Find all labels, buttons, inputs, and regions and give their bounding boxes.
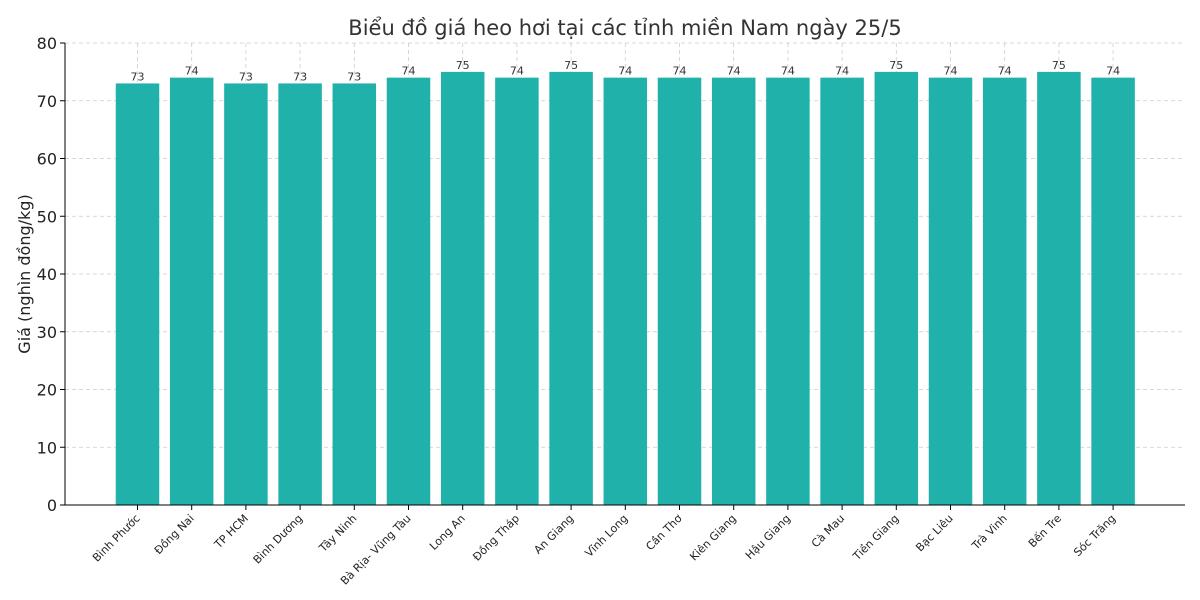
x-tick-label: Đồng Tháp — [470, 512, 522, 564]
data-label: 75 — [564, 59, 578, 72]
chart-title: Biểu đồ giá heo hơi tại các tỉnh miền Na… — [348, 16, 901, 40]
data-label: 74 — [510, 65, 524, 78]
x-tick-label: Hậu Giang — [743, 512, 793, 562]
data-label: 74 — [944, 65, 958, 78]
data-label: 74 — [998, 65, 1012, 78]
x-tick-label: Bình Phước — [90, 512, 143, 565]
data-label: 74 — [618, 65, 632, 78]
y-axis-label: Giá (nghìn đồng/kg) — [15, 194, 34, 353]
x-tick-label: Tây Ninh — [316, 512, 359, 555]
bar — [224, 83, 268, 506]
bar — [1037, 71, 1081, 505]
bar — [820, 77, 864, 506]
x-tick-label: Vĩnh Long — [583, 512, 631, 560]
x-tick-label: Kiên Giang — [687, 512, 738, 563]
bars — [115, 71, 1135, 506]
data-label: 74 — [402, 65, 416, 78]
data-label: 74 — [727, 65, 741, 78]
data-label: 74 — [835, 65, 849, 78]
bar — [766, 77, 810, 506]
x-tick-label: Cà Mau — [809, 512, 847, 550]
bar — [332, 83, 377, 506]
bar — [495, 77, 539, 506]
bar — [603, 77, 648, 506]
y-tick-label: 80 — [37, 34, 57, 53]
x-tick-label: Bến Tre — [1026, 512, 1064, 550]
data-label: 75 — [889, 59, 903, 72]
bar — [657, 77, 702, 506]
data-label: 74 — [673, 65, 687, 78]
axes — [60, 42, 1185, 510]
data-label: 74 — [781, 65, 795, 78]
bar — [386, 77, 431, 506]
x-tick-label: An Giang — [531, 512, 576, 557]
x-tick-label: Đồng Nai — [152, 512, 197, 557]
y-tick-label: 50 — [37, 207, 57, 226]
data-label: 73 — [347, 70, 361, 83]
y-tick-label: 70 — [37, 92, 57, 111]
bar — [1091, 77, 1135, 506]
x-tick-label: TP HCM — [211, 512, 251, 552]
x-tick-label: Cần Thơ — [643, 512, 684, 553]
bar — [874, 71, 919, 505]
data-label: 75 — [1052, 59, 1066, 72]
x-tick-label: Long An — [427, 512, 468, 553]
data-label: 75 — [456, 59, 470, 72]
x-tick-label: Tiền Giang — [850, 512, 902, 564]
bar — [169, 77, 214, 506]
y-tick-label: 60 — [37, 150, 57, 169]
y-tick-label: 10 — [37, 438, 57, 457]
data-label: 73 — [293, 70, 307, 83]
x-tick-label: Bình Dương — [251, 512, 306, 567]
x-tick-label: Trà Vinh — [969, 512, 1010, 553]
data-label: 74 — [185, 65, 199, 78]
x-tick-label: Sóc Trăng — [1071, 512, 1118, 559]
data-label: 73 — [131, 70, 145, 83]
y-tick-label: 30 — [37, 323, 57, 342]
bar — [711, 77, 756, 506]
y-tick-label: 20 — [37, 381, 57, 400]
y-tick-label: 0 — [47, 496, 57, 515]
y-tick-label: 40 — [37, 265, 57, 284]
bar — [440, 71, 485, 505]
bar — [278, 83, 322, 506]
bar — [928, 77, 973, 506]
x-tick-label: Bạc Liêu — [913, 512, 955, 554]
bar — [115, 83, 160, 506]
bar — [549, 71, 593, 505]
bar — [982, 77, 1027, 506]
data-label: 73 — [239, 70, 253, 83]
data-label: 74 — [1106, 65, 1120, 78]
